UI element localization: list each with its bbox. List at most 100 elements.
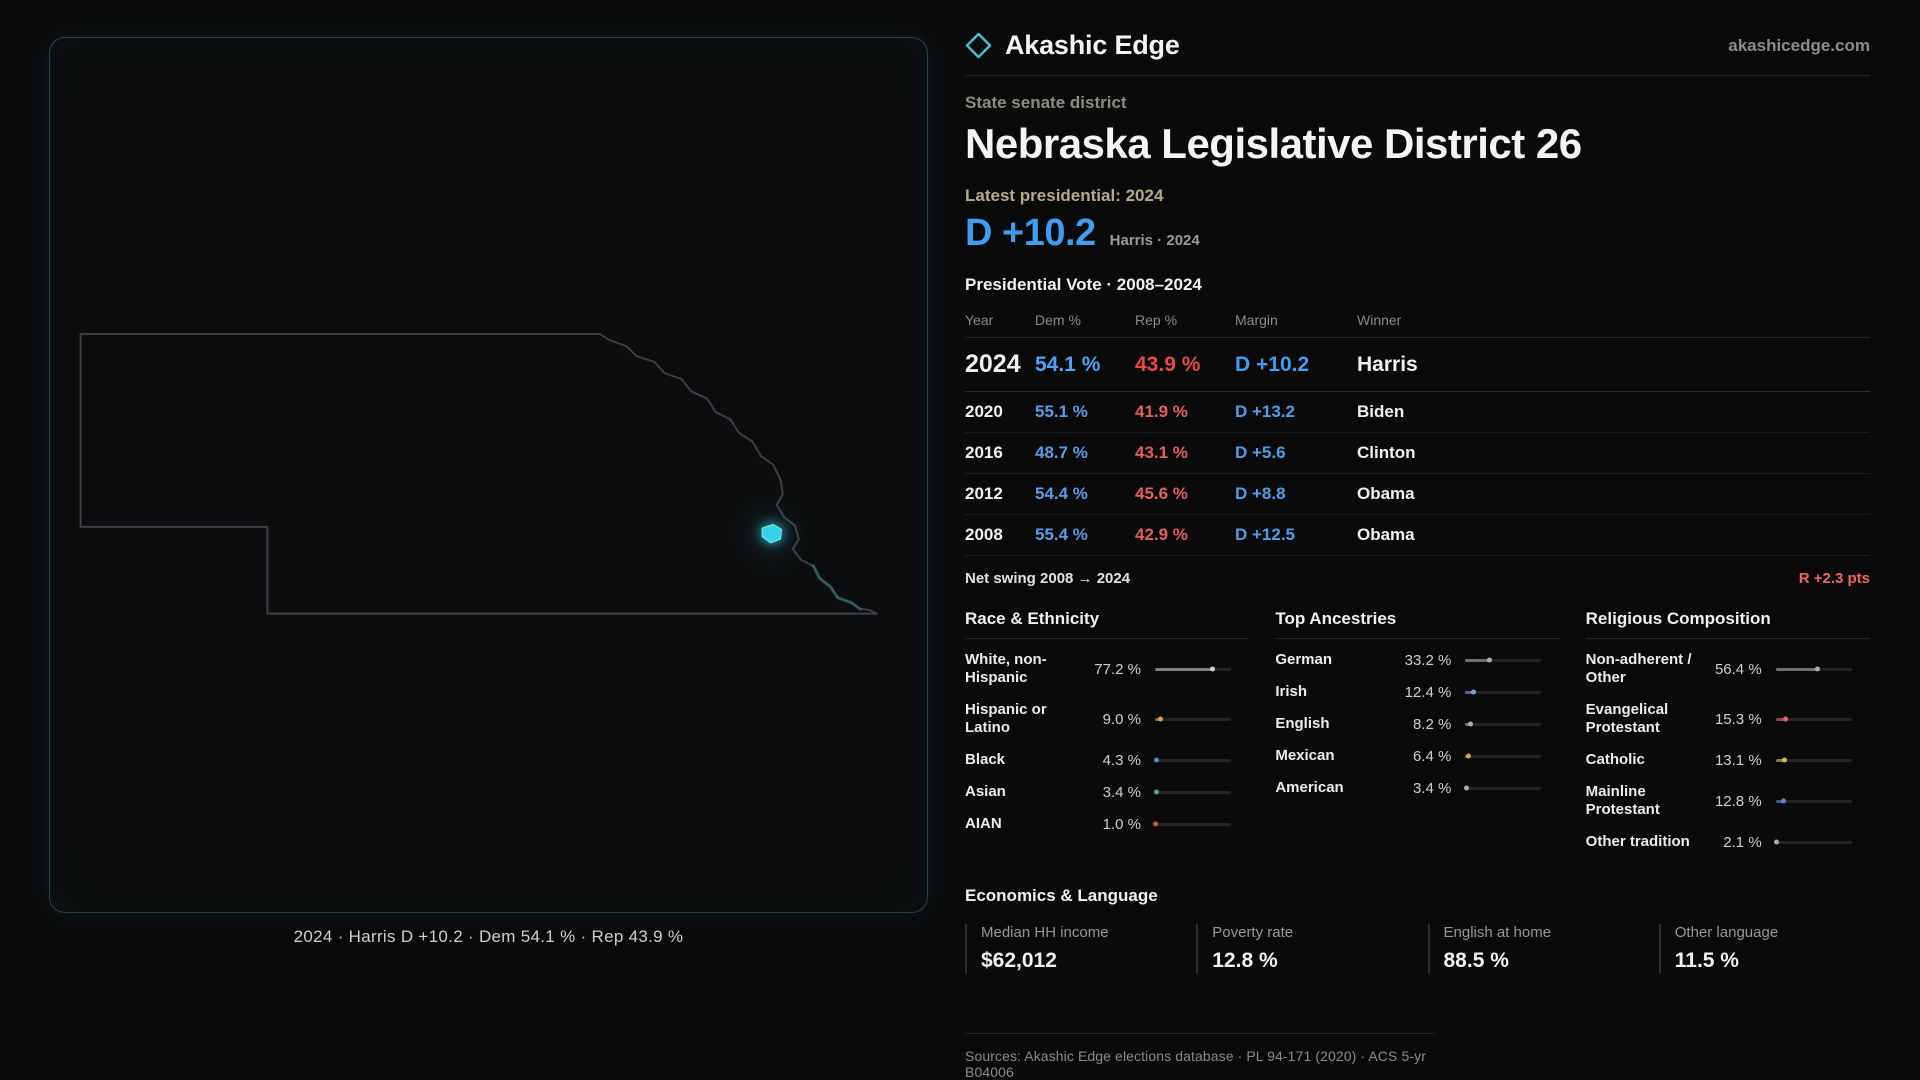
demo-row: English 8.2 %	[1275, 708, 1559, 740]
vote-margin: D +5.6	[1235, 443, 1286, 462]
vote-table-body: 2024 54.1 % 43.9 % D +10.2 Harris 2020 55.1 % 4…	[965, 338, 1870, 556]
vote-winner: Obama	[1357, 525, 1415, 544]
vote-rep: 43.9 %	[1135, 352, 1201, 376]
district-26-shape	[761, 523, 783, 544]
col-rep: Rep %	[1135, 312, 1178, 328]
demo-row: Other tradition 2.1 %	[1586, 826, 1870, 858]
demo-row: AIAN 1.0 %	[965, 808, 1249, 840]
col-dem: Dem %	[1035, 312, 1081, 328]
margin-value: D +10.2	[965, 212, 1096, 254]
demo-bar	[1465, 721, 1542, 727]
demo-bar	[1153, 821, 1231, 827]
vote-margin: D +10.2	[1235, 352, 1310, 376]
site-header: Akashic Edge akashicedge.com	[965, 30, 1870, 76]
info-panel: Akashic Edge akashicedge.com State senat…	[965, 30, 1870, 1080]
econ-stat-label: Other language	[1674, 924, 1779, 941]
demo-bar	[1155, 666, 1231, 672]
margin-context: Harris · 2024	[1109, 232, 1200, 249]
demo-bar	[1155, 716, 1231, 722]
demo-bar	[1775, 757, 1852, 763]
demo-label: AIAN	[965, 815, 1002, 832]
econ-stat: Poverty rate 12.8 %	[1196, 924, 1407, 973]
vote-year: 2020	[965, 402, 1003, 421]
demo-value: 6.4 %	[1412, 747, 1452, 765]
economics-title: Economics & Language	[965, 886, 1158, 905]
demo-value: 15.3 %	[1714, 710, 1762, 728]
site-url-link[interactable]: akashicedge.com	[1728, 35, 1870, 55]
vote-winner: Biden	[1357, 402, 1405, 421]
vote-table: Year Dem % Rep % Margin Winner 2024 54.1 …	[965, 303, 1870, 556]
vote-rep: 43.1 %	[1135, 443, 1188, 462]
demo-row: Black 4.3 %	[965, 744, 1249, 776]
vote-dem: 54.1 %	[1035, 352, 1101, 376]
demo-value: 33.2 %	[1404, 651, 1452, 669]
demo-label: American	[1275, 779, 1344, 796]
vote-table-header: Year Dem % Rep % Margin Winner	[965, 303, 1870, 338]
vote-year: 2016	[965, 443, 1003, 462]
demo-row: Mainline Protestant 12.8 %	[1586, 776, 1870, 826]
demo-row: Irish 12.4 %	[1275, 676, 1559, 708]
econ-stat-value: $62,012	[981, 949, 1057, 972]
footer: Sources: Akashic Edge elections database…	[965, 1033, 1435, 1080]
brand: Akashic Edge	[965, 30, 1180, 61]
demo-bar	[1154, 757, 1231, 763]
demo-value: 77.2 %	[1094, 660, 1141, 678]
vote-dem: 54.4 %	[1035, 484, 1088, 503]
net-swing-row: Net swing 2008 → 2024 R +2.3 pts	[965, 556, 1870, 587]
net-swing-label: Net swing 2008 → 2024	[965, 570, 1131, 587]
demo-bar	[1153, 789, 1231, 795]
demographics: Race & Ethnicity White, non-Hispanic 77.2…	[965, 595, 1870, 858]
vote-rep: 42.9 %	[1135, 525, 1188, 544]
ancestry-section: Top Ancestries German 33.2 % Irish 12.4 % En…	[1275, 595, 1560, 858]
demo-label: Evangelical Protestant	[1585, 701, 1669, 736]
econ-stat-label: Poverty rate	[1212, 924, 1294, 941]
demo-value: 56.4 %	[1714, 660, 1762, 678]
net-swing-value: R +2.3 pts	[1798, 570, 1870, 587]
econ-stat-value: 11.5 %	[1674, 949, 1739, 972]
demo-value: 4.3 %	[1102, 751, 1141, 769]
demo-value: 9.0 %	[1102, 710, 1141, 728]
race-title: Race & Ethnicity	[965, 609, 1250, 639]
demo-label: Irish	[1275, 683, 1308, 700]
religion-list: Non-adherent / Other 56.4 % Evangelical Pr…	[1586, 644, 1870, 858]
demo-row: Catholic 13.1 %	[1586, 744, 1870, 776]
demo-value: 12.4 %	[1404, 683, 1452, 701]
demo-label: Hispanic or Latino	[965, 701, 1047, 736]
demo-label: Black	[965, 751, 1006, 768]
col-winner: Winner	[1357, 312, 1402, 328]
ancestry-title: Top Ancestries	[1275, 609, 1560, 639]
vote-row-2016: 2016 48.7 % 43.1 % D +5.6 Clinton	[965, 433, 1870, 474]
demo-bar	[1775, 716, 1852, 722]
map-panel: 2024 · Harris D +10.2 · Dem 54.1 % · Rep…	[49, 37, 928, 947]
district-map	[49, 37, 928, 913]
ancestry-list: German 33.2 % Irish 12.4 % English 8.2 % Mexic…	[1275, 644, 1559, 804]
col-year: Year	[965, 312, 994, 328]
vote-margin: D +8.8	[1235, 484, 1286, 503]
demo-bar	[1465, 689, 1542, 695]
demo-value: 8.2 %	[1412, 715, 1452, 733]
demo-label: Asian	[965, 783, 1006, 800]
race-list: White, non-Hispanic 77.2 % Hispanic or Lat…	[965, 644, 1249, 840]
page-title: Nebraska Legislative District 26	[965, 120, 1582, 167]
vote-year: 2008	[965, 525, 1003, 544]
vote-year: 2024	[965, 350, 1021, 378]
demo-row: American 3.4 %	[1275, 772, 1559, 804]
vote-rep: 41.9 %	[1135, 402, 1188, 421]
demo-label: Non-adherent / Other	[1585, 651, 1692, 686]
latest-presidential-label: Latest presidential: 2024	[965, 186, 1164, 205]
econ-stat-value: 88.5 %	[1443, 949, 1509, 972]
demo-bar	[1465, 753, 1542, 759]
demo-bar	[1775, 798, 1852, 804]
vote-year: 2012	[965, 484, 1003, 503]
demo-row: Evangelical Protestant 15.3 %	[1586, 694, 1870, 744]
vote-row-2012: 2012 54.4 % 45.6 % D +8.8 Obama	[965, 474, 1870, 515]
demo-label: Mexican	[1275, 747, 1335, 764]
demo-value: 2.1 %	[1723, 833, 1762, 851]
vote-rep: 45.6 %	[1135, 484, 1188, 503]
demo-bar	[1463, 785, 1542, 791]
economics-grid: Median HH income $62,012 Poverty rate 12.8 …	[965, 924, 1870, 973]
demo-bar	[1775, 666, 1852, 672]
district-type-label: State senate district	[965, 93, 1127, 112]
vote-winner: Harris	[1357, 352, 1418, 376]
vote-row-2024: 2024 54.1 % 43.9 % D +10.2 Harris	[965, 338, 1870, 392]
